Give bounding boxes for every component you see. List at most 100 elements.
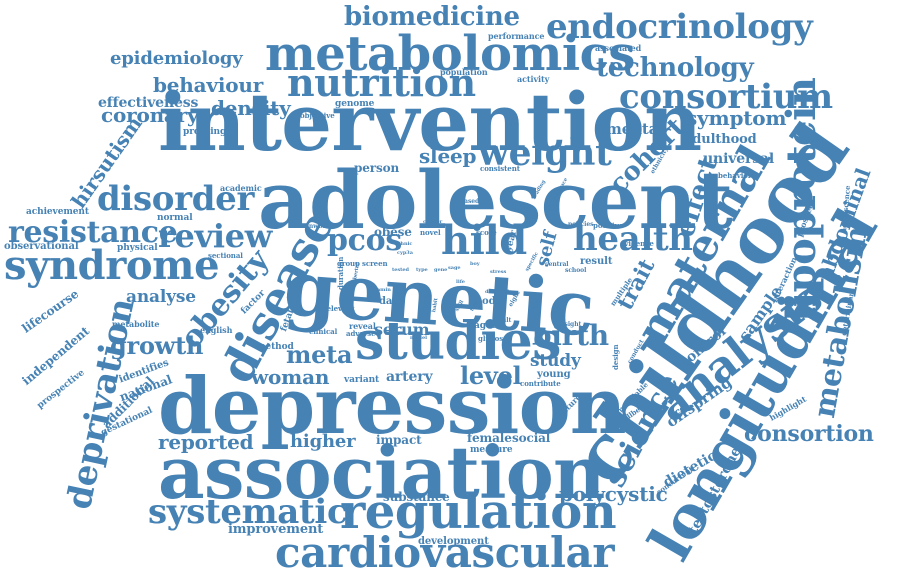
word-disorder: disorder [97, 179, 255, 219]
word-technology: technology [596, 53, 754, 83]
word-school: school [565, 267, 587, 274]
word-symptom: symptom [686, 106, 787, 130]
word-metabolomics: metabolomics [265, 26, 635, 82]
word-analyse: analyse [126, 287, 196, 307]
word-insight: insight [558, 321, 582, 328]
word-artery: artery [386, 369, 433, 385]
word-epidemiology: epidemiology [110, 48, 243, 69]
word-score: score [476, 228, 497, 237]
word-female: female [467, 431, 512, 445]
word-development: development [418, 536, 489, 547]
word-adult: adult [494, 317, 512, 324]
word-central: central [545, 261, 569, 268]
word-contribute: contribute [520, 379, 561, 388]
word-english: english [200, 325, 233, 335]
word-adverse: adverse [346, 329, 376, 338]
word-growth: growth [110, 331, 204, 360]
word-level: level [460, 361, 522, 390]
word-biomedicine: biomedicine [344, 2, 520, 32]
word-result: result [580, 256, 613, 267]
word-review: review [158, 217, 272, 255]
word-method: method [256, 342, 294, 352]
word-measure: measure [470, 445, 513, 455]
word-endocrinology: endocrinology [546, 7, 813, 47]
word-adolescent: adolescent [258, 153, 733, 247]
word-stress: stress [490, 269, 507, 275]
word-weight: weight [478, 132, 612, 174]
word-reported: reported [158, 430, 254, 454]
word-serum: serum [374, 320, 430, 339]
word-regulation: regulation [340, 484, 617, 540]
word-aged: aged [474, 321, 498, 331]
word-social: social [512, 431, 551, 445]
word-achievement: achievement [26, 207, 89, 217]
word-variant: variant [344, 375, 380, 385]
word-lifecourse: lifecourse [19, 286, 82, 336]
word-relevant: relevant [323, 304, 355, 313]
word-effectiveness: effectiveness [98, 95, 199, 111]
word-birth: birth [532, 319, 609, 352]
word-polycystic: polycystic [559, 482, 668, 506]
word-metabolite: metabolite [112, 319, 160, 329]
word-sleep: sleep [419, 144, 477, 168]
word-coronary: coronary [101, 103, 199, 127]
word-risk: risk [500, 289, 511, 295]
word-group: group [337, 259, 360, 268]
word-adulthood: adulthood [684, 132, 757, 147]
word-positive: positive [593, 221, 624, 230]
word-studies: studies [355, 311, 561, 372]
word-physical: physical [117, 243, 158, 253]
word-cluster: cluster [423, 219, 443, 225]
word-associated: associated [595, 43, 642, 53]
word-cardiovascular: cardiovascular [275, 528, 615, 574]
word-wenwbs: wenwbs [300, 223, 326, 230]
word-sectional: sectional [208, 251, 243, 260]
word-model: model [410, 335, 427, 341]
word-observational: observational [4, 241, 79, 252]
word-activity: activity [517, 74, 550, 84]
word-pcos: pcos [327, 223, 402, 258]
word-consortion: consortion [744, 421, 874, 447]
word-health: health [573, 219, 693, 259]
word-behavioral: behavioral [718, 171, 759, 180]
word-young: young [537, 369, 571, 380]
word-substance: substance [383, 490, 450, 504]
word-population: population [440, 67, 488, 77]
word-resistance: resistance [8, 215, 178, 250]
word-cyp3a: cyp3a [397, 250, 413, 256]
word-gene: gene [434, 267, 448, 273]
word-profiling: profiling [183, 127, 227, 137]
word-academic: academic [220, 183, 262, 193]
word-odd: odd [482, 296, 503, 307]
word-depression: depression [158, 361, 627, 452]
word-performance: performance [488, 31, 545, 41]
word-person: person [354, 161, 400, 175]
word-nutrition: nutrition [287, 60, 476, 105]
word-impact: impact [376, 433, 422, 447]
word-life: life [456, 279, 465, 285]
word-consortium: consortium [619, 77, 833, 117]
word-hild: hild [441, 217, 527, 264]
word-intervention: intervention [158, 75, 702, 169]
word-meta: meta [286, 340, 353, 369]
word-evidence: evidence [620, 239, 654, 248]
word-mental: mental [606, 120, 664, 138]
word-consistent: consistent [480, 164, 520, 173]
word-study: study [530, 351, 581, 371]
word-design: design [611, 344, 620, 370]
word-diet: diet [485, 289, 496, 295]
word-clinical: clinical [309, 327, 338, 336]
word-woman: woman [251, 365, 330, 389]
word-type: type [416, 267, 428, 273]
word-reveal: reveal [349, 321, 376, 331]
word-tested: tested [392, 267, 409, 273]
word-density: density [211, 96, 291, 120]
word-sage: sage [448, 265, 461, 271]
word-behaviour: behaviour [153, 73, 264, 97]
word-novel: novel [420, 228, 441, 237]
word-normal: normal [157, 213, 193, 223]
word-universal: universal [703, 151, 775, 167]
word-association: association [158, 430, 605, 515]
word-vitamin: vitamin [370, 287, 391, 293]
